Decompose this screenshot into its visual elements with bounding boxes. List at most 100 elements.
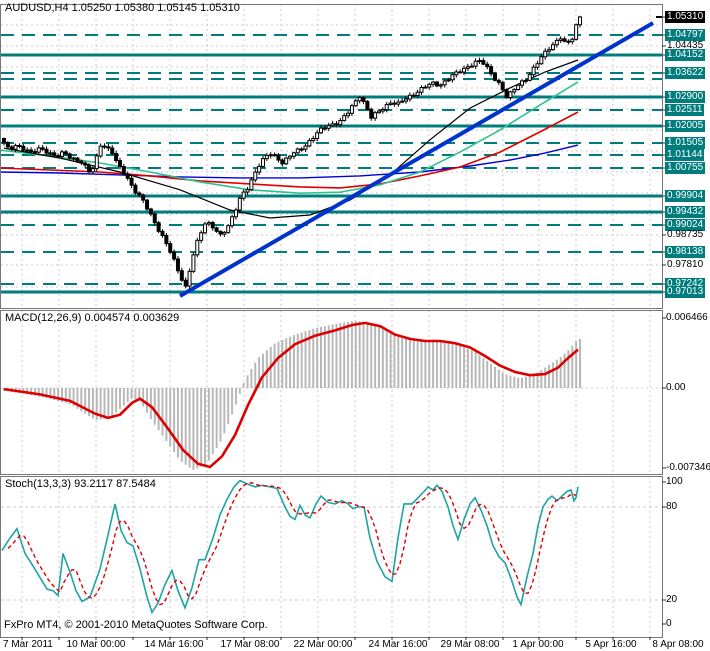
candle-body [334, 123, 339, 126]
stoch-k-line [1, 479, 579, 615]
candle-body [52, 152, 57, 157]
candle-body [330, 123, 335, 127]
candle-body [17, 144, 22, 147]
candle-body [400, 100, 405, 103]
candle-body [284, 157, 289, 165]
candle-body [500, 81, 505, 91]
price-scale-label: 0.99024 [665, 219, 706, 231]
candle-body [423, 86, 428, 89]
candle-body [210, 222, 215, 229]
date-label: 29 Mar 08:00 [440, 639, 500, 650]
candle-body [233, 209, 238, 218]
candle-body [168, 243, 173, 253]
candle-body [562, 38, 567, 42]
candle-body [346, 112, 351, 117]
candle-body [288, 155, 293, 159]
candle-body [384, 104, 389, 111]
candle-body [307, 139, 312, 147]
macd-panel[interactable] [1, 310, 662, 474]
date-label: 17 Mar 08:00 [220, 639, 280, 650]
macd-histogram [3, 320, 581, 470]
candle-body [83, 162, 88, 166]
candle-body [489, 66, 494, 75]
price-scale-label: 0.98138 [665, 246, 706, 258]
candle-body [369, 108, 374, 119]
candle-body [303, 145, 308, 150]
candle-body [71, 157, 76, 160]
candle-body [465, 66, 470, 69]
candle-body [531, 66, 536, 76]
candle-body [558, 38, 563, 41]
candle-body [237, 197, 242, 211]
candle-body [2, 138, 6, 143]
macd-indicator-label: MACD(12,26,9) 0.004574 0.003629 [5, 312, 180, 324]
candle-body [40, 147, 45, 150]
candle-body [311, 137, 316, 141]
price-scale-label: 0.99904 [665, 190, 706, 202]
candle-body [253, 171, 258, 181]
candle-body [90, 168, 95, 173]
price-scale-label: 1.02005 [665, 120, 706, 132]
candle-body [191, 254, 196, 272]
date-label: 1 Apr 00:00 [512, 639, 564, 650]
current-price-label: 1.05310 [665, 11, 706, 23]
candle-body [318, 127, 323, 134]
stoch-scale-label: 0 [666, 618, 672, 629]
candle-body [516, 84, 521, 91]
candle-body [203, 223, 208, 234]
candle-body [195, 239, 200, 256]
candle-body [570, 38, 575, 43]
candle-body [520, 80, 525, 86]
candle-body [102, 145, 107, 148]
candle-body [145, 199, 150, 210]
candle-body [492, 73, 497, 81]
date-label: 10 Mar 00:00 [66, 639, 126, 650]
candle-body [13, 144, 18, 150]
candle-body [56, 155, 61, 158]
date-label: 8 Apr 08:00 [652, 639, 704, 650]
candlestick-panel[interactable] [0, 4, 662, 308]
candle-body [554, 39, 559, 46]
price-scale-label: 0.98735 [667, 229, 704, 240]
candle-body [485, 63, 490, 68]
candle-body [512, 89, 517, 93]
candle-body [276, 154, 281, 161]
candle-body [508, 91, 513, 99]
candle-body [357, 97, 362, 102]
candle-body [183, 279, 188, 287]
candle-body [473, 60, 478, 67]
price-scale-label: 1.04152 [665, 49, 706, 61]
macd-scale-label: 0.006466 [666, 312, 708, 323]
candle-body [175, 258, 180, 272]
candle-body [523, 79, 528, 82]
candle-body [29, 149, 34, 153]
stoch-indicator-label: Stoch(13,3,3) 93.2117 87.5484 [5, 478, 156, 490]
price-scale-label: 0.97013 [665, 286, 706, 298]
candle-body [446, 79, 451, 82]
candle-body [9, 146, 14, 150]
candle-body [454, 71, 459, 76]
candle-body [32, 151, 37, 154]
candle-body [349, 105, 354, 114]
candle-body [67, 153, 72, 159]
candle-body [5, 141, 10, 148]
candle-body [353, 100, 358, 107]
price-scale-label: 1.02900 [665, 91, 706, 103]
candle-body [477, 60, 482, 63]
candle-body [539, 56, 544, 65]
candle-body [141, 194, 146, 201]
candle-body [218, 230, 223, 235]
candle-body [106, 146, 111, 149]
ma-blue-slow [0, 144, 579, 179]
candle-body [187, 270, 192, 287]
candle-body [365, 100, 370, 110]
candle-body [326, 125, 331, 129]
stoch-panel[interactable] [1, 476, 662, 637]
candle-body [160, 230, 165, 236]
candle-body [527, 74, 532, 81]
candle-body [75, 157, 80, 162]
candle-body [392, 102, 397, 105]
stoch-scale-label: 20 [666, 594, 678, 605]
date-label: 7 Mar 2011 [3, 639, 53, 650]
